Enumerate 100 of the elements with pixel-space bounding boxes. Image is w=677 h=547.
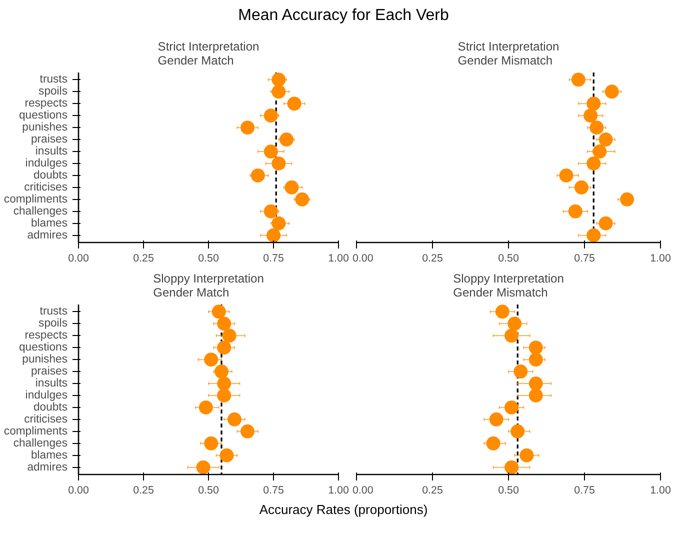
- point: [217, 388, 232, 402]
- point: [504, 400, 519, 414]
- point: [196, 460, 210, 474]
- point: [287, 96, 302, 111]
- y-tick-label: respects: [24, 98, 68, 110]
- y-tick-label: questions: [19, 342, 68, 354]
- y-tick-label: criticises: [24, 181, 68, 194]
- point: [528, 352, 543, 367]
- chart-title: Strict Interpretation Gender Mismatch: [458, 40, 560, 68]
- point: [280, 132, 294, 147]
- point: [272, 84, 286, 99]
- x-tick-label: 0.75: [263, 252, 284, 264]
- chart-title: Strict Interpretation Gender Match: [158, 40, 260, 68]
- point: [295, 192, 310, 206]
- y-tick-label: punishes: [22, 122, 68, 134]
- y-tick-label: blames: [30, 449, 68, 462]
- point: [240, 120, 254, 135]
- point: [586, 96, 601, 111]
- point: [586, 156, 601, 170]
- chart-title: Sloppy Interpretation Gender Match: [153, 272, 264, 300]
- y-tick-label: trusts: [40, 74, 68, 86]
- chart-title: Sloppy Interpretation Gender Mismatch: [453, 272, 564, 300]
- point: [264, 204, 278, 218]
- point: [510, 424, 525, 438]
- x-tick-label: 0.00: [352, 484, 374, 496]
- y-tick-label: doubts: [33, 401, 68, 414]
- x-tick-label: 1.00: [650, 252, 671, 264]
- x-tick-label: 1.00: [328, 484, 349, 496]
- y-tick-label: challenges: [13, 205, 68, 218]
- x-tick-label: 0.50: [498, 484, 519, 496]
- point: [508, 316, 522, 331]
- x-axis-title: Accuracy Rates (proportions): [259, 501, 428, 519]
- y-tick-label: questions: [19, 110, 68, 122]
- y-tick-label: praises: [30, 366, 68, 378]
- point: [204, 436, 218, 450]
- x-tick-label: 1.00: [328, 252, 349, 264]
- point: [528, 388, 543, 402]
- x-tick-label: 0.75: [263, 484, 284, 496]
- x-tick-label: 0.25: [422, 252, 443, 264]
- point: [592, 144, 607, 158]
- y-tick-label: doubts: [33, 169, 68, 182]
- x-tick-label: 0.00: [68, 484, 89, 496]
- point: [284, 180, 299, 194]
- point: [586, 228, 601, 242]
- point: [220, 448, 234, 462]
- point: [574, 180, 588, 194]
- point: [217, 316, 232, 331]
- point: [495, 304, 510, 319]
- x-tick-label: 0.25: [133, 252, 154, 264]
- point: [528, 376, 543, 390]
- point: [264, 108, 278, 123]
- y-tick-label: admires: [27, 229, 68, 242]
- y-tick-label: spoils: [38, 86, 68, 98]
- point: [504, 328, 519, 343]
- x-tick-label: 0.25: [133, 484, 154, 496]
- point: [272, 156, 286, 170]
- y-tick-label: challenges: [13, 437, 68, 450]
- point: [520, 448, 534, 462]
- point: [590, 120, 604, 135]
- y-tick-label: punishes: [22, 354, 68, 366]
- point: [217, 340, 232, 355]
- point: [212, 304, 226, 319]
- point: [266, 228, 280, 242]
- point: [598, 132, 613, 147]
- point: [604, 84, 619, 99]
- y-tick-label: compliments: [4, 193, 68, 206]
- point: [559, 168, 574, 182]
- point: [598, 216, 613, 230]
- y-tick-label: respects: [24, 330, 68, 342]
- y-tick-label: trusts: [40, 306, 68, 318]
- x-tick-label: 0.25: [422, 484, 443, 496]
- y-tick-label: criticises: [24, 413, 68, 426]
- y-tick-label: indulges: [25, 389, 68, 402]
- y-tick-label: insults: [35, 146, 68, 158]
- x-tick-label: 0.75: [574, 252, 595, 264]
- y-tick-label: compliments: [4, 425, 68, 438]
- point: [217, 376, 232, 390]
- point: [272, 216, 286, 230]
- point: [486, 436, 500, 450]
- text: Mean Accuracy for Each Verb: [238, 6, 449, 26]
- point: [514, 364, 528, 379]
- x-tick-label: 0.75: [574, 484, 595, 496]
- x-tick-label: 0.50: [498, 252, 519, 264]
- point: [620, 192, 634, 206]
- point: [571, 72, 586, 87]
- point: [222, 328, 236, 343]
- x-tick-label: 0.00: [352, 252, 374, 264]
- point: [489, 412, 504, 426]
- x-tick-label: 0.50: [198, 252, 219, 264]
- point: [240, 424, 254, 438]
- x-tick-label: 0.50: [198, 484, 219, 496]
- y-tick-label: admires: [27, 461, 68, 474]
- point: [228, 412, 242, 426]
- point: [264, 144, 278, 158]
- y-tick-label: indulges: [25, 157, 68, 170]
- point: [250, 168, 265, 182]
- point: [198, 400, 213, 414]
- point: [528, 340, 543, 355]
- point: [584, 108, 598, 123]
- point: [204, 352, 218, 367]
